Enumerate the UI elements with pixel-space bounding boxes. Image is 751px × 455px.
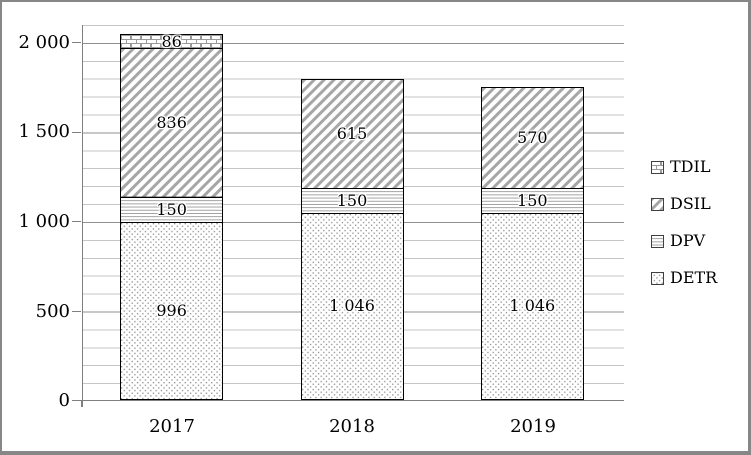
dots-pattern-fill — [481, 213, 583, 399]
data-label: 836 — [156, 112, 187, 132]
x-axis-tick — [81, 400, 83, 407]
legend-label: DETR — [670, 268, 718, 287]
data-label: 150 — [336, 190, 368, 210]
legend-swatch-detr-icon — [651, 271, 664, 285]
hlines-pattern-fill — [301, 188, 403, 214]
data-label: 1 046 — [329, 296, 375, 316]
segment-dsil-2017: 836 — [120, 47, 224, 198]
hlines-pattern-fill — [121, 197, 223, 223]
diag-pattern-fill — [121, 48, 223, 197]
segment-dpv-2018: 150 — [300, 187, 404, 215]
y-axis-tick — [72, 310, 82, 312]
y-axis-label-1500: 1 500 — [18, 121, 70, 142]
y-axis-tick — [72, 42, 82, 44]
legend-item-dsil: DSIL — [651, 194, 717, 214]
plot-area: 996 150 836 86 1 046 150 615 1 046 150 570 — [72, 25, 624, 407]
data-label: 150 — [517, 190, 548, 210]
data-label: 150 — [156, 199, 187, 219]
legend-item-detr: DETR — [651, 268, 717, 288]
segment-dsil-2018: 615 — [300, 78, 404, 189]
dots-pattern-fill — [301, 213, 403, 399]
data-label: 1 046 — [509, 296, 556, 316]
y-axis-label-1000: 1 000 — [18, 211, 70, 232]
x-axis-label-2019: 2019 — [510, 416, 556, 437]
legend-swatch-dpv-icon — [651, 234, 664, 248]
segment-detr-2019: 1 046 — [480, 212, 584, 400]
legend-label: TDIL — [670, 157, 711, 176]
legend-label: DSIL — [670, 194, 711, 213]
x-axis-label-2017: 2017 — [149, 416, 195, 437]
legend-item-dpv: DPV — [651, 231, 717, 251]
y-axis-label-0: 0 — [58, 390, 70, 411]
data-label: 996 — [156, 300, 187, 320]
bar-2019: 1 046 150 570 — [480, 86, 584, 400]
y-axis-label-500: 500 — [35, 301, 70, 322]
legend-swatch-dsil-icon — [651, 197, 664, 211]
diag-pattern-fill — [481, 87, 583, 188]
bar-2018: 1 046 150 615 — [300, 78, 404, 400]
y-axis-tick — [72, 399, 82, 401]
segment-dpv-2019: 150 — [480, 187, 584, 215]
dots-pattern-fill — [121, 222, 223, 399]
brick-pattern-fill — [121, 34, 223, 49]
segment-detr-2018: 1 046 — [300, 212, 404, 400]
data-label: 570 — [517, 127, 548, 147]
legend-item-tdil: TDIL — [651, 157, 717, 177]
segment-detr-2017: 996 — [120, 221, 224, 400]
y-axis-tick — [72, 221, 82, 223]
legend-label: DPV — [670, 231, 706, 250]
data-label: 615 — [336, 123, 368, 143]
y-axis-label-2000: 2 000 — [18, 32, 70, 53]
bar-2017: 996 150 836 86 — [120, 31, 224, 400]
segment-tdil-2017: 86 — [120, 31, 224, 51]
legend-swatch-tdil-icon — [651, 160, 664, 174]
diag-pattern-fill — [301, 79, 403, 188]
y-axis-tick — [72, 131, 82, 133]
segment-dsil-2019: 570 — [480, 86, 584, 189]
legend: TDIL DSIL DPV DETR — [651, 157, 717, 288]
data-label: 86 — [161, 31, 182, 51]
x-axis-label-2018: 2018 — [329, 416, 375, 437]
hlines-pattern-fill — [481, 188, 583, 214]
segment-dpv-2017: 150 — [120, 196, 224, 224]
